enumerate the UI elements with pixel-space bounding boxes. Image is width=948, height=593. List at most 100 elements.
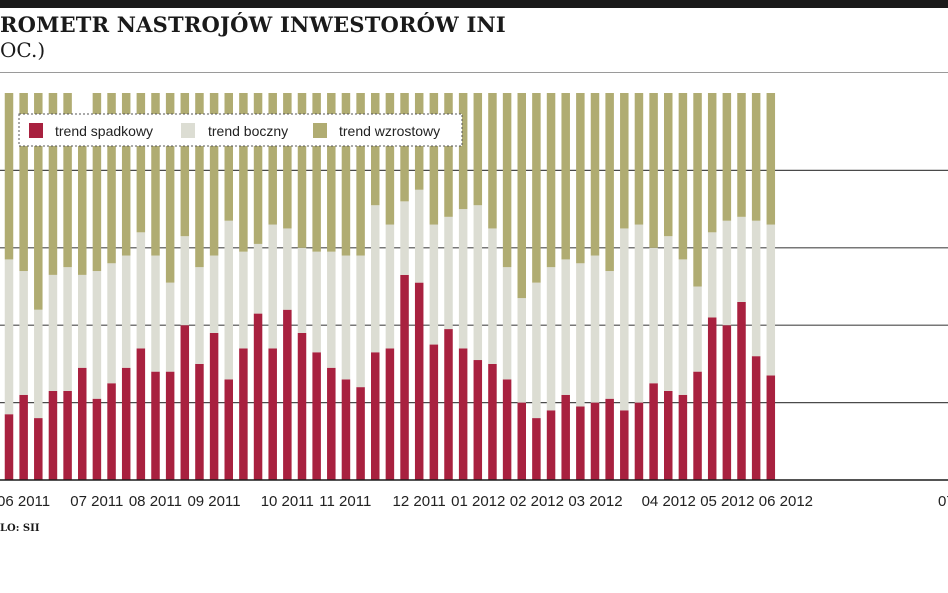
bar-wzrostowy (371, 93, 380, 206)
bar-spadkowy (312, 352, 321, 480)
bar-wzrostowy (195, 93, 204, 268)
bar-spadkowy (532, 418, 541, 480)
bar-wzrostowy (737, 93, 746, 217)
bar-boczny (268, 224, 277, 349)
bar-boczny (634, 224, 644, 403)
bar-wzrostowy (34, 93, 43, 310)
bar-spadkowy (34, 418, 43, 480)
bar-spadkowy (224, 379, 233, 480)
x-tick-label: 02 2012 (510, 493, 564, 510)
x-tick-label: 12 2011 (393, 493, 446, 510)
bar-spadkowy (444, 329, 453, 480)
bar-wzrostowy (707, 93, 717, 233)
bar-boczny (517, 298, 526, 403)
bar-spadkowy (751, 356, 761, 480)
bar-boczny (341, 255, 351, 380)
chart-subtitle: OC.) (0, 38, 46, 62)
x-tick-label: 03 2012 (568, 493, 622, 510)
bar-spadkowy (576, 406, 585, 480)
bar-boczny (34, 309, 43, 419)
bar-spadkowy (356, 387, 365, 480)
bar-boczny (678, 259, 688, 395)
legend: trend spadkowy trend boczny trend wzrost… (18, 113, 463, 147)
bar-boczny (664, 236, 673, 391)
bar-spadkowy (649, 383, 658, 480)
bars (4, 93, 776, 480)
x-tick-label: 08 2011 (129, 493, 182, 510)
bar-spadkowy (429, 344, 439, 480)
bar-boczny (532, 282, 541, 419)
x-tick-label: 07 2011 (70, 493, 123, 510)
chart-title: ROMETR NASTROJÓW INWESTORÓW INI (0, 12, 506, 37)
bar-boczny (722, 220, 732, 326)
bar-boczny (693, 286, 702, 372)
bar-boczny (737, 216, 746, 302)
bar-boczny (195, 267, 204, 364)
bar-spadkowy (620, 410, 629, 480)
bar-spadkowy (502, 379, 512, 480)
bar-wzrostowy (283, 93, 292, 229)
bar-wzrostowy (605, 93, 614, 272)
bar-wzrostowy (444, 93, 453, 217)
x-tick-label: 07 (938, 493, 948, 510)
x-tick-label: 11 2011 (319, 493, 371, 510)
bar-spadkowy (297, 332, 307, 480)
bar-boczny (136, 232, 146, 349)
bar-boczny (327, 251, 336, 368)
legend-label-boczny: trend boczny (208, 123, 288, 139)
bar-wzrostowy (239, 93, 248, 252)
bar-boczny (444, 216, 453, 330)
bar-spadkowy (634, 402, 644, 480)
bar-spadkowy (121, 367, 131, 480)
bar-spadkowy (517, 402, 526, 480)
bar-spadkowy (92, 398, 102, 480)
bar-spadkowy (327, 367, 336, 480)
bar-wzrostowy (532, 93, 541, 283)
x-tick-label: 01 2012 (451, 493, 505, 510)
bar-boczny (502, 267, 512, 380)
bar-boczny (707, 232, 717, 318)
bar-boczny (400, 201, 409, 275)
bar-boczny (385, 224, 395, 349)
bar-wzrostowy (722, 93, 732, 221)
bar-wzrostowy (429, 93, 439, 225)
bar-boczny (766, 224, 776, 376)
bar-wzrostowy (4, 93, 14, 260)
bar-wzrostowy (78, 116, 87, 275)
legend-swatch-boczny (181, 123, 195, 138)
bar-spadkowy (180, 325, 190, 480)
bar-spadkowy (63, 390, 72, 480)
bar-wzrostowy (19, 93, 28, 272)
bar-wzrostowy (473, 93, 483, 206)
bar-spadkowy (209, 332, 219, 480)
bar-spadkowy (722, 325, 732, 480)
bar-boczny (371, 205, 380, 353)
bar-boczny (590, 255, 600, 403)
legend-swatch-spadkowy (29, 123, 43, 138)
bar-spadkowy (4, 414, 14, 480)
bar-boczny (488, 228, 497, 364)
bar-wzrostowy (48, 93, 58, 275)
top-bar (0, 0, 948, 8)
bar-boczny (751, 220, 761, 357)
bar-wzrostowy (107, 93, 116, 264)
bar-spadkowy (400, 274, 409, 480)
bar-wzrostowy (751, 93, 761, 221)
bar-wzrostowy (209, 93, 219, 256)
bar-spadkowy (737, 301, 746, 480)
bar-spadkowy (546, 410, 556, 480)
bar-wzrostowy (400, 93, 409, 202)
bar-spadkowy (151, 371, 160, 480)
bar-spadkowy (488, 363, 497, 480)
bar-spadkowy (707, 317, 717, 480)
bar-wzrostowy (165, 93, 175, 283)
bar-wzrostowy (341, 93, 351, 256)
bar-boczny (107, 263, 116, 384)
x-tick-label: 06 2012 (759, 493, 813, 510)
bar-boczny (151, 255, 160, 372)
bar-wzrostowy (488, 93, 497, 229)
bar-wzrostowy (92, 93, 102, 272)
bar-wzrostowy (620, 93, 629, 229)
bar-wzrostowy (649, 93, 658, 248)
bar-boczny (561, 259, 570, 395)
